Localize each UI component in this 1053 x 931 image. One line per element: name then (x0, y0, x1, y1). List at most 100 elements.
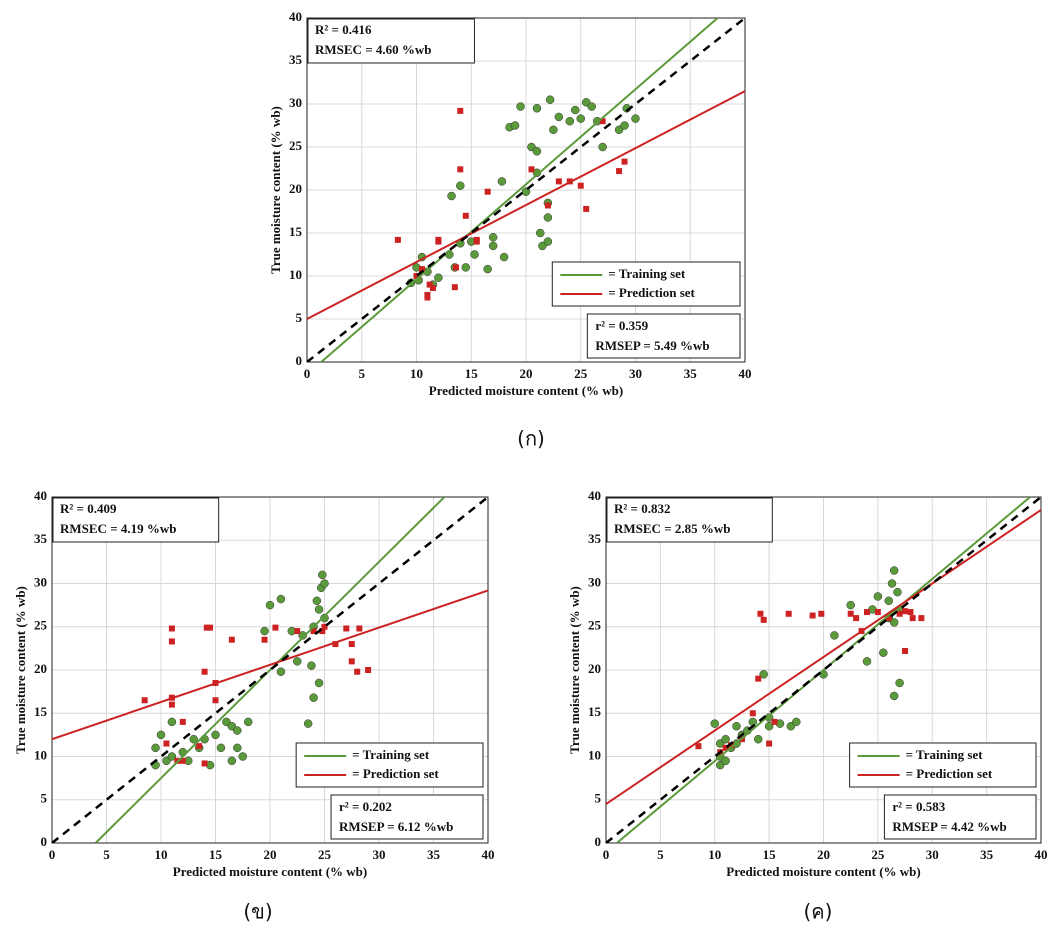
training-point (233, 726, 242, 735)
training-point (318, 570, 327, 580)
prediction-point (462, 212, 469, 219)
y-tick-label: 10 (588, 747, 601, 762)
x-tick-label: 0 (603, 847, 610, 862)
prediction-point (818, 610, 825, 617)
test-stat: r² = 0.583 (892, 799, 945, 814)
fit-line (307, 90, 745, 320)
y-tick-label: 25 (588, 618, 602, 633)
prediction-point (452, 264, 459, 271)
x-tick-label: 0 (304, 366, 311, 381)
training-point (543, 213, 553, 222)
training-point (243, 717, 253, 727)
x-tick-label: 25 (574, 366, 588, 381)
training-point (470, 250, 479, 259)
training-point (631, 114, 640, 123)
training-point (167, 752, 177, 761)
y-tick-label: 0 (296, 353, 303, 368)
training-point (587, 102, 596, 111)
y-tick-label: 15 (289, 224, 303, 239)
training-point (887, 579, 897, 588)
prediction-point (902, 608, 909, 615)
legend-label: = Prediction set (906, 766, 993, 781)
training-point (545, 95, 555, 104)
prediction-point (168, 701, 175, 708)
plot-frame (605, 496, 1042, 844)
chart-panel: 0 5 10 15 20 25 30 35 40 0 5 10 15 20 25 30 35 40 Predicte… (567, 488, 1048, 924)
training-point (543, 237, 553, 246)
prediction-point (203, 624, 210, 631)
y-axis-label: True moisture content (% wb) (268, 106, 283, 274)
training-point (889, 566, 899, 575)
y-tick-label: 25 (289, 138, 303, 153)
training-point (764, 721, 774, 731)
training-point (830, 631, 839, 640)
fit-line (606, 509, 1041, 805)
prediction-point (168, 625, 175, 632)
training-point (156, 730, 166, 740)
legend-label: = Training set (352, 747, 430, 762)
training-point (312, 596, 322, 606)
training-point (211, 730, 220, 740)
training-point (309, 693, 318, 702)
x-tick-label: 10 (155, 847, 168, 862)
prediction-point (785, 610, 792, 617)
prediction-point (473, 236, 480, 243)
prediction-point (163, 740, 170, 747)
x-tick-label: 40 (739, 366, 752, 381)
prediction-point (760, 616, 767, 623)
prediction-point (394, 236, 401, 243)
training-point (276, 594, 286, 604)
prediction-point (885, 615, 892, 622)
training-point (846, 600, 855, 610)
prediction-point (212, 697, 219, 704)
x-tick-label: 35 (684, 366, 698, 381)
prediction-point (583, 205, 590, 212)
y-tick-label: 40 (34, 488, 47, 503)
prediction-point (874, 609, 881, 616)
training-point (721, 756, 730, 766)
prediction-point (201, 668, 208, 675)
training-point (298, 631, 307, 640)
prediction-point (261, 636, 268, 643)
training-point (488, 233, 498, 242)
identity-line (307, 18, 745, 362)
y-tick-label: 20 (289, 181, 302, 196)
x-tick-label: 20 (817, 847, 830, 862)
chart-panel: 0 5 10 15 20 25 30 35 40 0 5 10 15 20 25 30 35 40 Predicte… (268, 9, 752, 451)
training-point (167, 717, 177, 727)
training-point (499, 252, 509, 262)
y-tick-label: 35 (34, 531, 48, 546)
legend-box (849, 742, 1037, 788)
training-point (497, 177, 507, 186)
y-tick-label: 40 (289, 9, 302, 24)
x-tick-label: 5 (103, 847, 110, 862)
x-tick-label: 20 (520, 366, 533, 381)
chart-panel: 0 5 10 15 20 25 30 35 40 0 5 10 15 20 25 30 35 40 Predicte… (13, 488, 495, 924)
training-point (759, 670, 768, 679)
prediction-point (348, 641, 355, 648)
y-tick-label: 35 (588, 531, 602, 546)
train-stat: R² = 0.409 (60, 501, 117, 516)
prediction-point (321, 623, 328, 630)
prediction-point (451, 284, 458, 291)
test-stat: RMSEP = 6.12 %wb (339, 819, 453, 834)
prediction-point (310, 628, 317, 635)
training-point (532, 104, 542, 113)
training-point (889, 618, 899, 627)
fit-line (94, 497, 446, 843)
prediction-point (577, 182, 584, 189)
prediction-point (294, 628, 301, 635)
test-stat: r² = 0.202 (339, 799, 392, 814)
prediction-point (228, 636, 235, 643)
training-point (554, 112, 564, 122)
x-tick-label: 30 (629, 366, 642, 381)
prediction-point (847, 610, 854, 617)
stats-box (307, 18, 475, 64)
x-tick-label: 15 (763, 847, 777, 862)
panel-caption: (ค) (804, 900, 833, 924)
x-tick-label: 15 (209, 847, 223, 862)
training-point (732, 721, 741, 731)
prediction-point (429, 285, 436, 292)
